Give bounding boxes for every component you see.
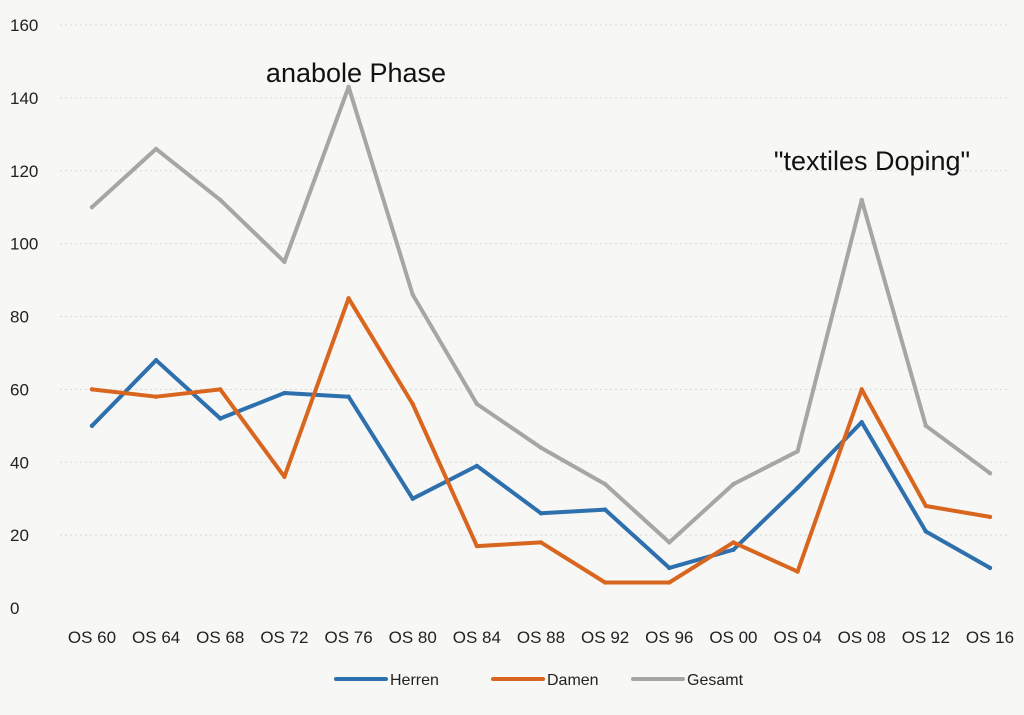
x-tick-label: OS 00 — [709, 628, 757, 647]
data-point-herren — [667, 565, 672, 571]
data-point-herren — [218, 416, 223, 421]
x-tick-label: OS 84 — [453, 628, 501, 647]
x-tick-label: OS 72 — [260, 628, 308, 647]
annotations: anabole Phase "textiles Doping" — [266, 58, 970, 176]
data-point-herren — [282, 390, 287, 396]
x-tick-label: OS 12 — [902, 628, 950, 647]
data-point-damen — [731, 540, 736, 545]
data-point-herren — [859, 419, 864, 425]
x-tick-label: OS 08 — [838, 628, 886, 647]
y-tick-label: 0 — [10, 599, 19, 618]
y-tick-label: 40 — [10, 453, 29, 472]
y-axis-tick-labels: 0 20 40 60 80 100 120 140 160 — [10, 16, 38, 618]
y-tick-label: 120 — [10, 162, 38, 181]
x-axis-tick-labels: OS 60 OS 64 OS 68 OS 72 OS 76 OS 80 OS 84 OS 88… — [68, 628, 1014, 647]
x-tick-label: OS 92 — [581, 628, 629, 647]
y-tick-label: 140 — [10, 89, 38, 108]
x-tick-label: OS 80 — [389, 628, 437, 647]
data-point-herren — [410, 496, 415, 501]
data-point-herren — [923, 529, 929, 534]
data-point-damen — [89, 387, 95, 392]
data-point-damen — [474, 543, 480, 549]
data-point-herren — [602, 507, 608, 512]
x-tick-label: OS 88 — [517, 628, 565, 647]
data-point-damen — [923, 503, 929, 509]
series-line-damen — [90, 296, 992, 585]
data-point-gesamt — [667, 540, 672, 545]
legend-label-gesamt: Gesamt — [687, 672, 744, 689]
data-point-herren — [731, 547, 736, 552]
y-tick-label: 80 — [10, 308, 29, 327]
data-point-gesamt — [538, 445, 544, 450]
data-point-gesamt — [410, 292, 415, 297]
data-point-damen — [153, 394, 159, 399]
data-point-damen — [346, 296, 351, 301]
data-point-gesamt — [153, 146, 159, 152]
data-point-gesamt — [795, 449, 800, 454]
data-point-damen — [602, 580, 608, 585]
data-point-damen — [538, 540, 544, 545]
x-tick-label: OS 60 — [68, 628, 116, 647]
x-tick-label: OS 68 — [196, 628, 244, 647]
annotation-textiles-doping: "textiles Doping" — [774, 146, 970, 176]
data-point-gesamt — [282, 259, 287, 265]
data-point-herren — [987, 565, 993, 571]
data-point-herren — [474, 463, 480, 469]
y-tick-label: 160 — [10, 16, 38, 35]
data-point-herren — [346, 394, 351, 399]
data-point-damen — [987, 514, 993, 520]
data-point-damen — [795, 569, 800, 574]
data-point-damen — [282, 474, 287, 480]
x-tick-label: OS 76 — [324, 628, 372, 647]
data-point-gesamt — [89, 204, 95, 210]
data-point-gesamt — [859, 197, 864, 203]
y-tick-label: 20 — [10, 526, 29, 545]
data-point-herren — [538, 511, 544, 516]
data-point-damen — [410, 401, 415, 407]
data-point-gesamt — [346, 84, 351, 90]
data-point-gesamt — [923, 423, 929, 429]
data-point-damen — [667, 580, 672, 585]
x-tick-label: OS 04 — [773, 628, 821, 647]
data-point-gesamt — [602, 481, 608, 487]
data-point-herren — [89, 423, 95, 429]
legend-label-herren: Herren — [390, 672, 439, 689]
x-tick-label: OS 16 — [966, 628, 1014, 647]
gridlines — [60, 24, 1010, 536]
data-point-damen — [859, 387, 864, 392]
legend-label-damen: Damen — [547, 672, 599, 689]
y-tick-label: 60 — [10, 380, 29, 399]
y-tick-label: 100 — [10, 235, 38, 254]
x-tick-label: OS 64 — [132, 628, 180, 647]
annotation-anabole-phase: anabole Phase — [266, 58, 446, 88]
data-point-gesamt — [731, 481, 736, 487]
data-point-herren — [795, 485, 800, 490]
data-point-gesamt — [474, 401, 480, 407]
data-point-gesamt — [987, 470, 993, 476]
data-point-damen — [218, 387, 223, 392]
x-tick-label: OS 96 — [645, 628, 693, 647]
legend: Herren Damen Gesamt — [334, 672, 744, 689]
series-line-herren — [90, 358, 992, 570]
data-point-gesamt — [218, 197, 223, 203]
data-point-herren — [153, 358, 159, 363]
series-lines — [89, 84, 993, 585]
